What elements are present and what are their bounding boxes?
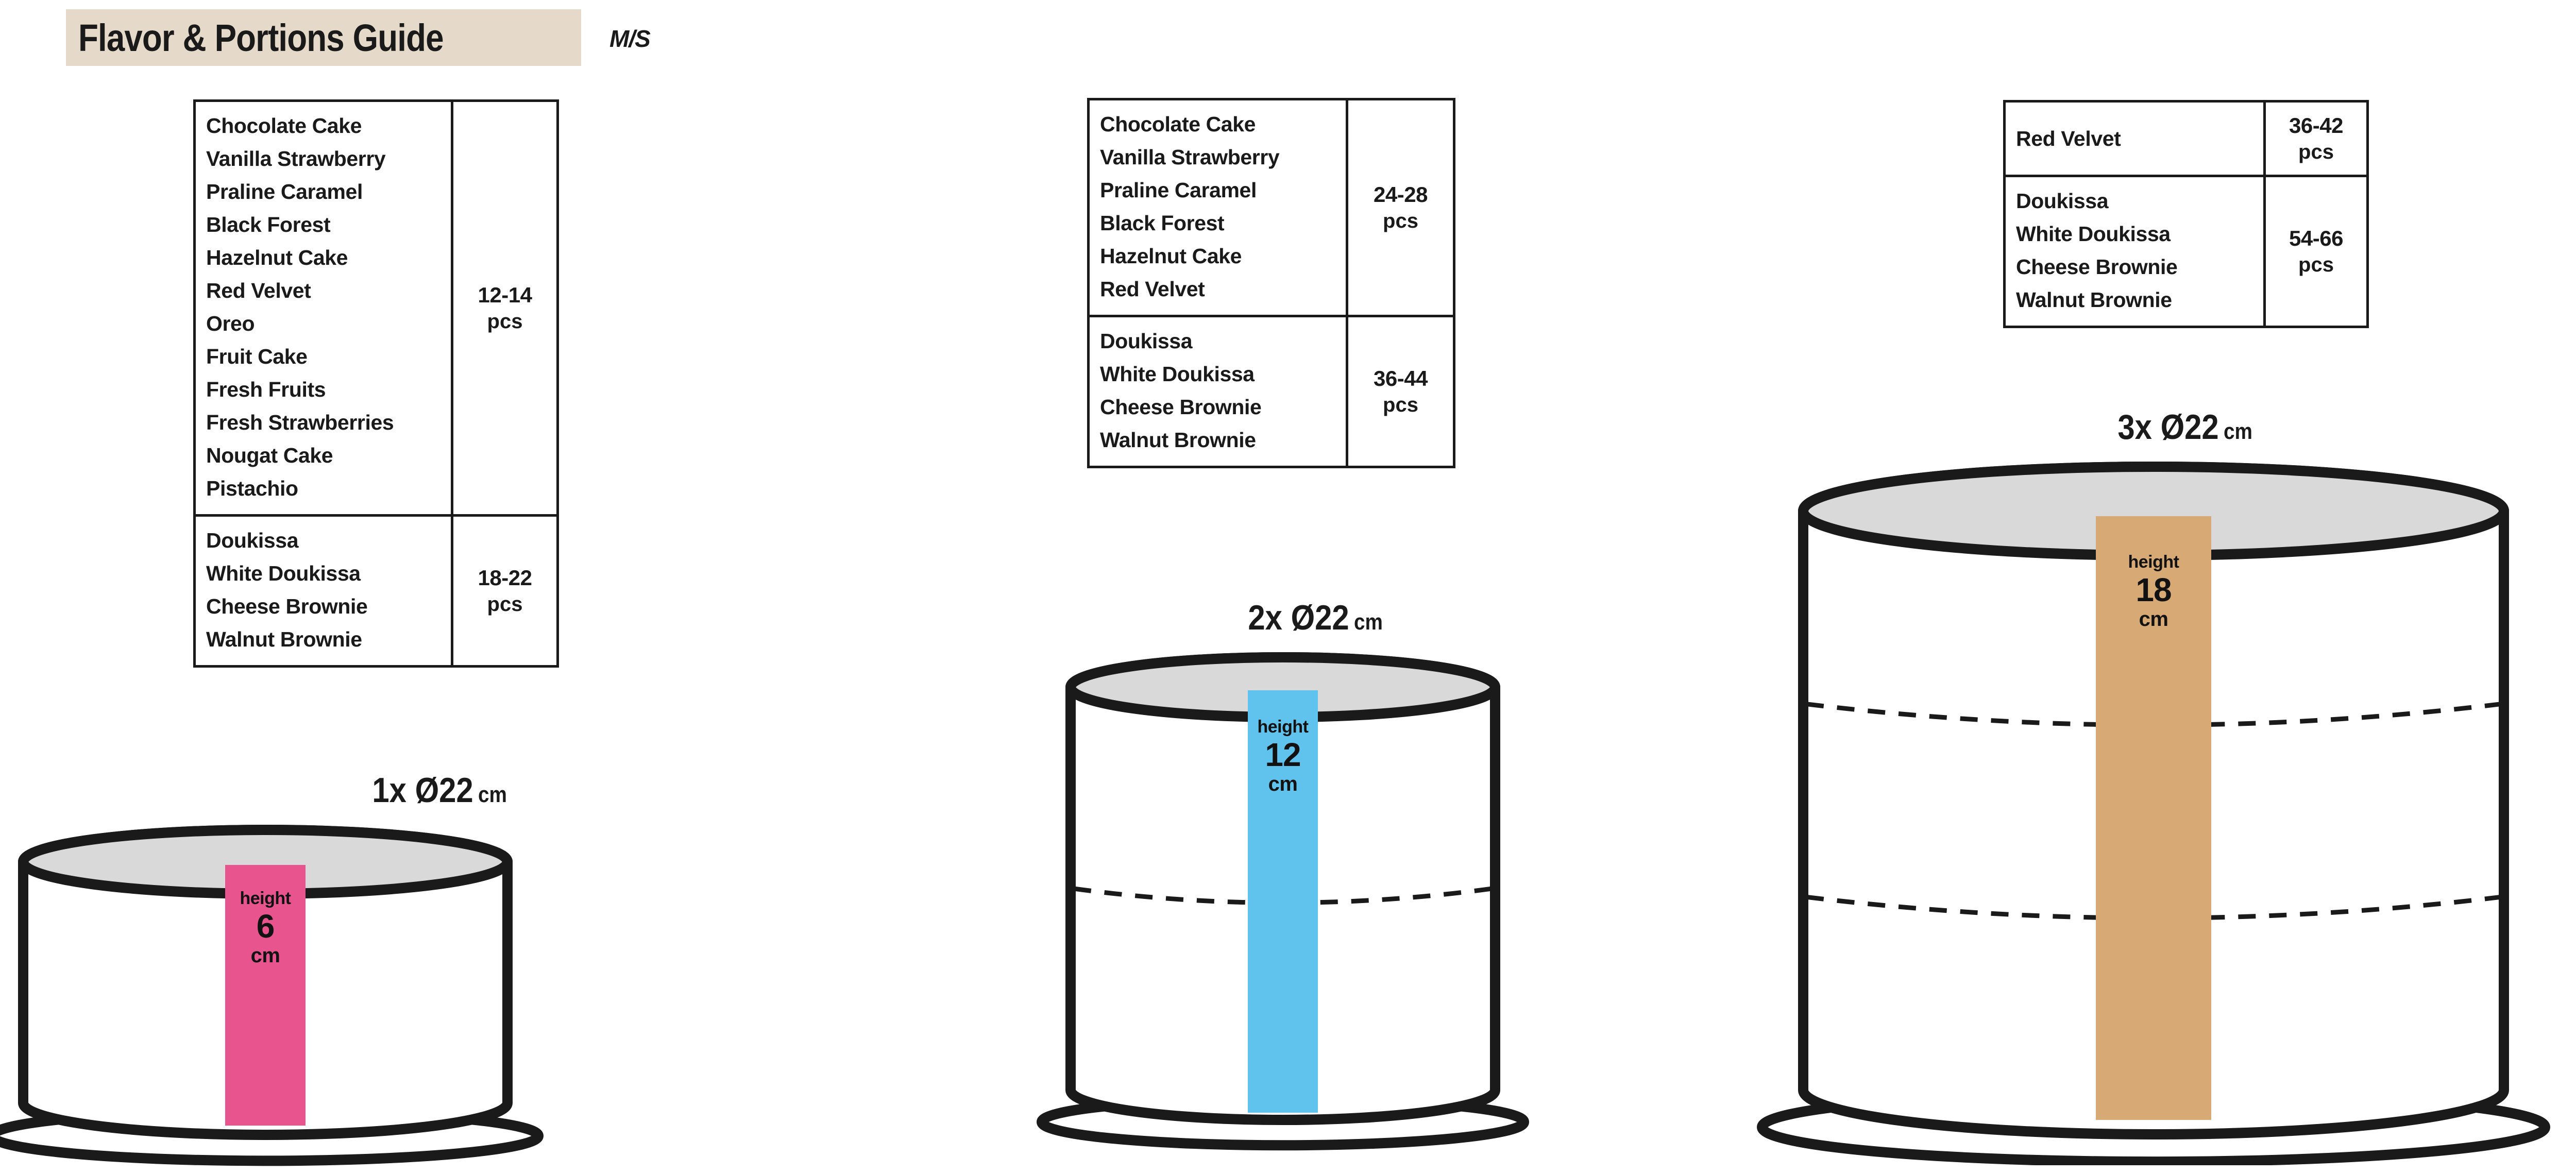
flavor-list-cell: Chocolate Cake Vanilla Strawberry Praline …	[1090, 100, 1348, 315]
flavor-item: Red Velvet	[206, 279, 311, 302]
flavor-item: Hazelnut Cake	[206, 246, 348, 269]
portions-unit: pcs	[2298, 253, 2334, 276]
cake-caption-2x: 2x Ø22 cm	[876, 598, 1752, 638]
portion-table-1: Chocolate Cake Vanilla Strawberry Praline …	[193, 99, 559, 668]
portions-cell: 36-42 pcs	[2266, 103, 2366, 175]
flavor-item: Black Forest	[1100, 211, 1225, 235]
height-label-word: height	[240, 889, 291, 908]
portions-range: 36-44	[1374, 366, 1428, 390]
cake-figure-3x: 3x Ø22 cm height 18 cm	[1747, 407, 2576, 1165]
portions-cell: 24-28 pcs	[1348, 100, 1453, 315]
flavor-item: Oreo	[206, 312, 255, 335]
flavor-item: Walnut Brownie	[206, 627, 362, 651]
flavor-item: White Doukissa	[1100, 362, 1255, 386]
cake-top-surface	[1065, 652, 1500, 722]
flavor-item: Cheese Brownie	[206, 594, 368, 618]
cake-caption-1x: 1x Ø22 cm	[0, 770, 876, 810]
flavor-item: Praline Caramel	[1100, 178, 1257, 202]
flavor-item: Cheese Brownie	[1100, 395, 1262, 419]
cake-illustration	[0, 825, 544, 1166]
cake-figure-1x: 1x Ø22 cm height 6 cm	[0, 770, 876, 1166]
page-title: Flavor & Portions Guide	[78, 16, 444, 59]
cake-caption-main: 3x Ø22	[2117, 407, 2219, 447]
portions-unit: pcs	[1383, 394, 1418, 416]
portions-range: 12-14	[478, 283, 532, 307]
cake-top-surface	[18, 825, 513, 899]
portions-cell: 36-44 pcs	[1348, 317, 1453, 466]
height-ribbon-label: height 18 cm	[2080, 552, 2227, 631]
portions-range: 24-28	[1374, 182, 1428, 207]
flavor-item: Chocolate Cake	[206, 114, 362, 138]
flavor-item: Red Velvet	[2016, 127, 2121, 150]
portions-unit: pcs	[2298, 141, 2334, 163]
portions-unit: pcs	[487, 593, 523, 616]
flavor-list-cell: Doukissa White Doukissa Cheese Brownie Waln…	[1090, 317, 1348, 466]
flavor-item: Red Velvet	[1100, 277, 1205, 301]
table-row: Doukissa White Doukissa Cheese Brownie Waln…	[2006, 175, 2366, 326]
flavor-item: Cheese Brownie	[2016, 255, 2178, 279]
height-ribbon-label: height 12 cm	[1232, 717, 1333, 795]
flavor-item: Hazelnut Cake	[1100, 244, 1242, 268]
cake-top-surface	[1798, 462, 2509, 560]
height-label-word: height	[2128, 552, 2179, 572]
flavor-item: Doukissa	[2016, 189, 2109, 213]
flavor-list-cell: Doukissa White Doukissa Cheese Brownie Waln…	[2006, 177, 2266, 326]
cake-caption-main: 2x Ø22	[1248, 598, 1349, 637]
header-badge: M/S	[609, 25, 651, 52]
cake-caption-3x: 3x Ø22 cm	[1747, 407, 2576, 447]
flavor-item: Praline Caramel	[206, 180, 363, 203]
flavor-item: Walnut Brownie	[1100, 428, 1256, 452]
table-row: Chocolate Cake Vanilla Strawberry Praline …	[196, 102, 556, 514]
cake-figure-2x: 2x Ø22 cm height 12 cm	[876, 598, 1752, 1151]
flavor-item: Fresh Strawberries	[206, 411, 394, 434]
cake-caption-unit: cm	[478, 782, 507, 807]
flavor-list-cell: Red Velvet	[2006, 103, 2266, 175]
table-row: Chocolate Cake Vanilla Strawberry Praline …	[1090, 100, 1453, 315]
cake-caption-unit: cm	[1353, 609, 1383, 635]
height-label-value: 12	[1265, 736, 1301, 773]
portion-table-2: Chocolate Cake Vanilla Strawberry Praline …	[1087, 98, 1455, 468]
portions-cell: 12-14 pcs	[453, 102, 556, 514]
cake-caption-main: 1x Ø22	[372, 771, 473, 810]
height-label-value: 6	[256, 908, 275, 945]
height-label-unit: cm	[1268, 773, 1298, 795]
flavor-item: Nougat Cake	[206, 444, 333, 467]
flavor-item: Vanilla Strawberry	[206, 147, 386, 171]
height-label-word: height	[1257, 717, 1309, 737]
portions-range: 36-42	[2289, 113, 2343, 138]
flavor-item: Vanilla Strawberry	[1100, 145, 1280, 169]
portions-unit: pcs	[1383, 210, 1418, 232]
flavor-list-cell: Doukissa White Doukissa Cheese Brownie Waln…	[196, 517, 453, 665]
height-ribbon-label: height 6 cm	[210, 889, 321, 967]
flavor-item: Pistachio	[206, 477, 298, 500]
portions-cell: 54-66 pcs	[2266, 177, 2366, 326]
flavor-item: Fruit Cake	[206, 345, 308, 368]
flavor-item: Walnut Brownie	[2016, 288, 2172, 312]
table-row: Doukissa White Doukissa Cheese Brownie Waln…	[1090, 315, 1453, 466]
header-background-bar	[66, 9, 581, 66]
portion-table-3: Red Velvet 36-42 pcs Doukissa White Doukissa…	[2003, 100, 2369, 328]
table-row: Doukissa White Doukissa Cheese Brownie Waln…	[196, 514, 556, 665]
portions-unit: pcs	[487, 310, 523, 333]
flavor-item: Doukissa	[1100, 329, 1193, 353]
height-ribbon	[2096, 516, 2211, 1120]
height-ribbon	[225, 865, 306, 1126]
flavor-item: White Doukissa	[2016, 222, 2171, 246]
height-label-value: 18	[2136, 571, 2172, 608]
portions-range: 54-66	[2289, 226, 2343, 250]
portions-cell: 18-22 pcs	[453, 517, 556, 665]
flavor-item: White Doukissa	[206, 562, 361, 585]
flavor-item: Black Forest	[206, 213, 331, 236]
table-row: Red Velvet 36-42 pcs	[2006, 103, 2366, 175]
flavor-item: Chocolate Cake	[1100, 112, 1256, 136]
flavor-list-cell: Chocolate Cake Vanilla Strawberry Praline …	[196, 102, 453, 514]
height-label-unit: cm	[250, 944, 280, 967]
cake-caption-unit: cm	[2224, 419, 2253, 444]
height-label-unit: cm	[2139, 608, 2168, 631]
flavor-item: Doukissa	[206, 529, 299, 552]
flavor-item: Fresh Fruits	[206, 378, 326, 401]
height-ribbon	[1248, 690, 1318, 1113]
cake-illustration	[1757, 462, 2550, 1165]
portions-range: 18-22	[478, 566, 532, 590]
